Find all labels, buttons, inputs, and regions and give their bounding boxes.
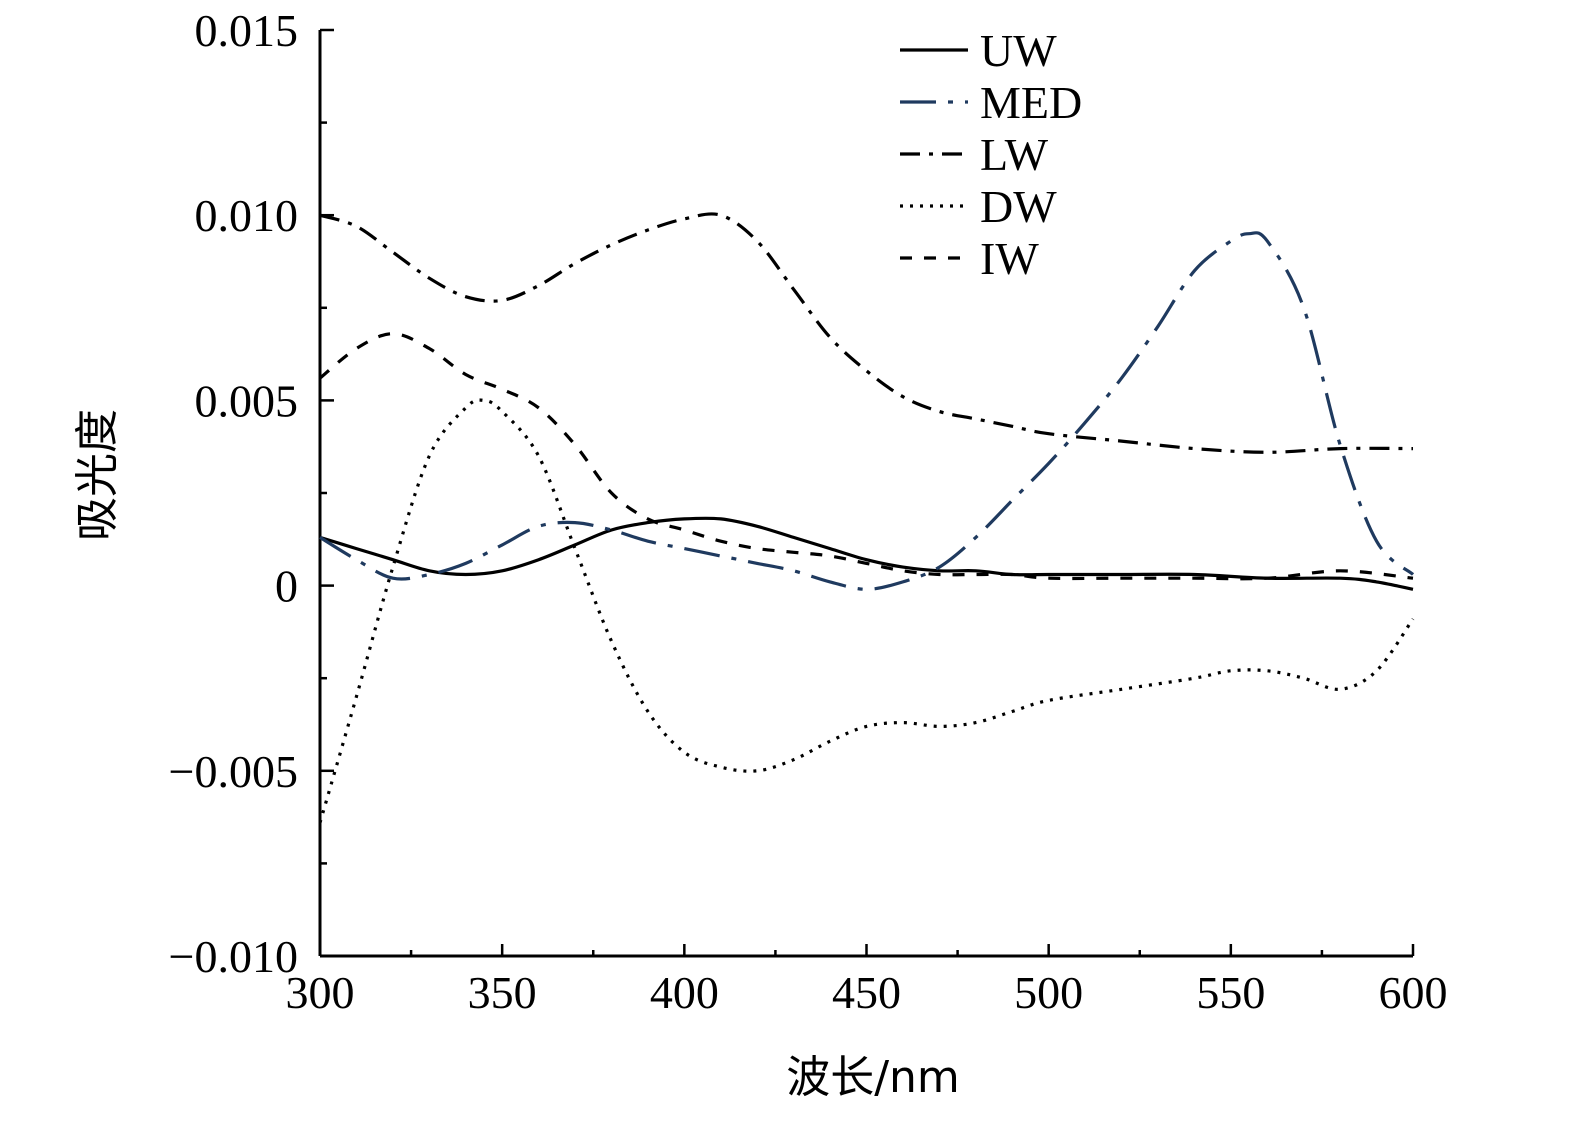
series-group [318,212,1415,824]
y-tick-label: −0.010 [169,931,298,982]
series-line-iw [318,332,1414,581]
x-tick-label: 400 [650,967,719,1018]
x-axis-title: 波长/nm [786,1052,960,1103]
x-tick-label: 600 [1379,967,1448,1018]
ticks [318,28,1415,958]
series-line-dw [318,398,1415,824]
legend-label-iw: IW [980,233,1039,284]
axes [318,30,1413,958]
legend-label-dw: DW [980,181,1057,232]
x-tick-label: 350 [468,967,537,1018]
tick-labels: 300 350 400 450 500 550 600 −0.010 −0.005 0 0.005 0… [169,5,1448,1018]
x-tick-label: 500 [1014,967,1083,1018]
x-tick-label: 550 [1196,967,1265,1018]
series-line-uw [319,516,1414,591]
y-tick-label: −0.005 [169,746,298,797]
y-tick-label: 0.010 [195,190,299,241]
x-tick-label: 300 [286,967,355,1018]
legend-label-lw: LW [980,129,1049,180]
series-line-lw [319,212,1414,454]
series-line-med [319,231,1415,591]
legend-label-med: MED [980,77,1082,128]
y-tick-label: 0 [275,561,298,612]
legend-label-uw: UW [980,25,1057,76]
y-tick-label: 0.015 [195,5,299,56]
y-tick-label: 0.005 [195,375,299,426]
x-tick-label: 450 [832,967,901,1018]
y-axis-title: 吸光度 [72,409,123,541]
